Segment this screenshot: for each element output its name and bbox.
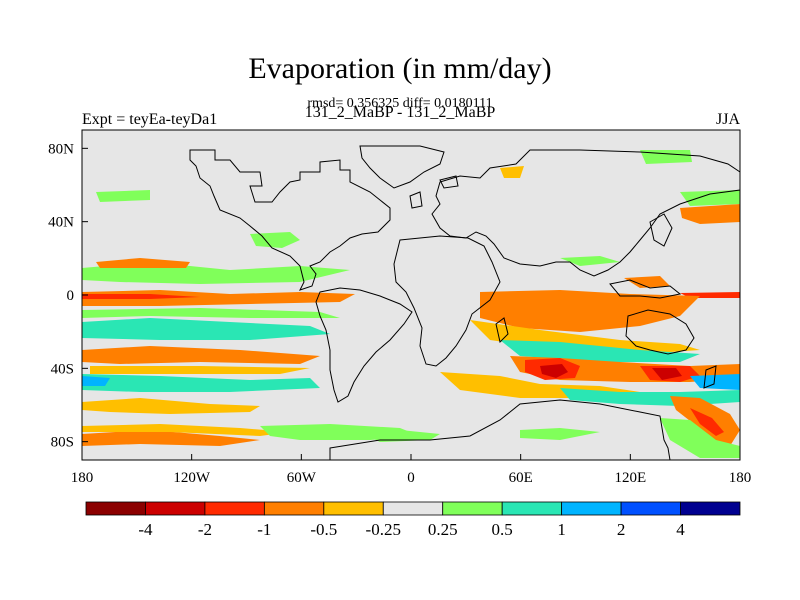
north-pacific-west-orange bbox=[96, 258, 190, 268]
southeast-pacific-red-tail bbox=[690, 408, 724, 436]
pacific-equatorial-strong-band bbox=[82, 294, 200, 299]
north-pacific-east-green bbox=[680, 190, 740, 206]
south-america-coastline bbox=[315, 287, 413, 403]
south-indian-blue-band bbox=[690, 374, 740, 390]
x-axis: 180 120W 60W 0 60E 120E 180 bbox=[71, 454, 752, 486]
indian-ocean-orange-band bbox=[480, 290, 700, 332]
x-tick-label: 120E bbox=[614, 470, 646, 486]
run-label: 131_2_MaBP - 131_2_MaBP bbox=[304, 104, 496, 121]
experiment-label: Expt = teyEa-teyDa1 bbox=[82, 111, 218, 128]
pacific-equatorial-negative-band bbox=[82, 290, 355, 306]
south-pacific-blue-spot bbox=[82, 376, 110, 386]
indian-ocean-yellow-band bbox=[470, 320, 700, 354]
colorbar: -4 -2 -1 -0.5 -0.25 0.25 0.5 1 2 4 bbox=[85, 501, 741, 539]
indonesia-coastline bbox=[609, 279, 682, 299]
colorbar-swatch bbox=[561, 501, 622, 516]
colorbar-swatch bbox=[204, 501, 265, 516]
y-tick-label: 0 bbox=[67, 288, 75, 304]
x-tick-label: 120W bbox=[173, 470, 211, 486]
colorbar-swatch bbox=[145, 501, 206, 516]
colorbar-label: 0.25 bbox=[428, 520, 458, 539]
colorbar-swatch bbox=[263, 501, 325, 516]
south-pacific-teal-band-2 bbox=[82, 374, 320, 392]
southern-ocean-darkred-spot-west bbox=[540, 364, 568, 378]
japan-coastline bbox=[649, 213, 673, 247]
indian-ocean-teal-band bbox=[500, 340, 700, 362]
antarctic-yellow-band bbox=[82, 424, 290, 436]
x-tick-label: 60W bbox=[287, 470, 317, 486]
pacific-south-green-band bbox=[82, 308, 340, 318]
colorbar-label: -4 bbox=[138, 520, 153, 539]
map-panel: 180 120W 60W 0 60E 120E 180 80N 40N 0 40S 80S bbox=[48, 129, 752, 486]
south-pacific-orange-band bbox=[82, 346, 320, 364]
colorbar-swatch bbox=[501, 501, 563, 516]
colorbar-swatch bbox=[442, 501, 503, 516]
colorbar-label: -2 bbox=[198, 520, 212, 539]
arctic-island-coastline bbox=[439, 175, 459, 189]
colorbar-label: -1 bbox=[257, 520, 271, 539]
southern-ocean-darkred-spot-east bbox=[652, 368, 682, 380]
colorbar-swatch bbox=[382, 501, 444, 516]
x-tick-label: 180 bbox=[71, 470, 94, 486]
y-tick-label: 80S bbox=[51, 435, 74, 451]
southeast-pacific-green-tail bbox=[660, 418, 740, 458]
pacific-south-teal-band bbox=[82, 318, 330, 340]
south-pacific-yellow-band bbox=[90, 366, 310, 374]
y-axis: 80N 40N 0 40S 80S bbox=[48, 141, 88, 451]
antarctic-orange-band bbox=[82, 430, 260, 446]
map-title: Evaporation (in mm/day) bbox=[248, 52, 552, 85]
new-zealand-coastline bbox=[703, 365, 717, 389]
madagascar-coastline bbox=[495, 317, 509, 343]
antarctic-coast-green bbox=[360, 430, 440, 442]
north-america-coastline bbox=[189, 149, 391, 291]
x-tick-label: 180 bbox=[729, 470, 752, 486]
greenland-coastline bbox=[359, 145, 445, 189]
season-label: JJA bbox=[715, 111, 740, 128]
south-pacific-yellow-band-3 bbox=[82, 398, 260, 414]
y-tick-label: 40N bbox=[48, 215, 74, 231]
maritime-orange bbox=[624, 276, 670, 288]
colorbar-swatch bbox=[323, 501, 384, 516]
colorbar-swatch bbox=[620, 501, 681, 516]
colorbar-swatch bbox=[85, 501, 146, 516]
colorbar-label: 0.5 bbox=[492, 520, 513, 539]
north-pacific-east-orange bbox=[680, 204, 740, 224]
x-tick-label: 0 bbox=[407, 470, 415, 486]
indian-north-green bbox=[560, 256, 620, 266]
stats-subtitle: rmsd= 0.356325 diff= 0.0180111 bbox=[307, 96, 493, 111]
africa-coastline bbox=[393, 235, 501, 367]
colorbar-label: 1 bbox=[557, 520, 566, 539]
colorbar-label: -0.25 bbox=[366, 520, 401, 539]
australia-coastline bbox=[625, 309, 695, 355]
antarctic-coast-green-east bbox=[520, 428, 600, 440]
y-tick-label: 80N bbox=[48, 141, 74, 157]
arctic-green-spot bbox=[640, 150, 692, 164]
x-tick-label: 60E bbox=[509, 470, 533, 486]
colorbar-label: 4 bbox=[676, 520, 685, 539]
antarctica-coastline bbox=[329, 399, 671, 461]
north-pacific-west-green bbox=[96, 190, 150, 202]
colorbar-swatch bbox=[680, 501, 741, 516]
arctic-orange-spot bbox=[500, 166, 524, 178]
coastlines bbox=[189, 145, 741, 461]
uk-coastline bbox=[409, 191, 423, 209]
y-tick-label: 40S bbox=[51, 361, 74, 377]
colorbar-label: -0.5 bbox=[310, 520, 337, 539]
colorbar-label: 2 bbox=[617, 520, 626, 539]
